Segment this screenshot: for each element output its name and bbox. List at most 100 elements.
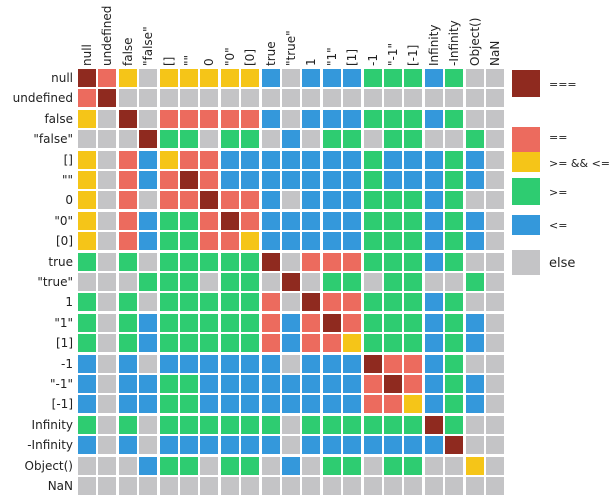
heatmap-cell	[139, 395, 158, 414]
row-label: -Infinity	[27, 438, 73, 453]
heatmap-cell	[322, 477, 341, 495]
heatmap-cell	[139, 334, 158, 353]
heatmap-cell	[302, 415, 321, 434]
heatmap-cell	[424, 211, 443, 230]
heatmap-cell	[180, 191, 198, 210]
column-label: [0]	[243, 49, 258, 66]
heatmap-cell	[78, 313, 96, 332]
row-label: Infinity	[31, 417, 73, 432]
heatmap-cell	[363, 109, 382, 128]
row-label: "true"	[37, 275, 73, 289]
heatmap-cell	[302, 273, 321, 291]
legend-label: ===	[549, 78, 577, 91]
heatmap-cell	[322, 293, 341, 312]
heatmap-cell	[139, 232, 158, 251]
heatmap-cell	[445, 109, 464, 128]
heatmap-cell	[78, 109, 96, 128]
heatmap-cell	[404, 436, 423, 455]
heatmap-cell	[282, 252, 300, 271]
heatmap-cell	[200, 211, 219, 230]
heatmap-cell	[424, 273, 443, 291]
heatmap-cell	[302, 211, 321, 230]
heatmap-cell	[465, 334, 484, 353]
heatmap-cell	[486, 150, 504, 169]
heatmap-cell	[445, 436, 464, 455]
heatmap-cell	[118, 293, 137, 312]
column-label: Object()	[467, 17, 482, 66]
heatmap-cell	[282, 211, 300, 230]
heatmap-cell	[384, 130, 402, 149]
heatmap-cell	[159, 334, 178, 353]
heatmap-cell	[180, 211, 198, 230]
row-label: [0]	[56, 234, 73, 249]
heatmap-cell	[241, 436, 260, 455]
heatmap-cell	[445, 334, 464, 353]
heatmap-cell	[343, 69, 362, 87]
heatmap-cell	[159, 436, 178, 455]
heatmap-cell	[363, 395, 382, 414]
heatmap-cell	[486, 293, 504, 312]
heatmap-cell	[220, 150, 239, 169]
heatmap-cell	[363, 293, 382, 312]
heatmap-cell	[404, 150, 423, 169]
heatmap-cell	[98, 89, 117, 108]
heatmap-cell	[322, 334, 341, 353]
heatmap-cell	[486, 211, 504, 230]
column-label: [-1]	[406, 44, 421, 66]
heatmap-cell	[118, 191, 137, 210]
heatmap-cell	[78, 354, 96, 373]
heatmap-cell	[139, 191, 158, 210]
heatmap-cell	[180, 232, 198, 251]
heatmap-cell	[159, 130, 178, 149]
row-label: false	[44, 111, 73, 126]
heatmap-cell	[282, 415, 300, 434]
heatmap-cell	[139, 313, 158, 332]
heatmap-cell	[322, 109, 341, 128]
heatmap-cell	[384, 415, 402, 434]
row-label: "-1"	[49, 377, 73, 391]
heatmap-cell	[180, 69, 198, 87]
legend-label: else	[549, 256, 576, 271]
row-label: 0	[65, 193, 73, 208]
heatmap-cell	[445, 150, 464, 169]
heatmap-cell	[78, 375, 96, 393]
heatmap-cell	[78, 150, 96, 169]
heatmap-cell	[465, 375, 484, 393]
heatmap-cell	[424, 477, 443, 495]
heatmap-cell	[322, 89, 341, 108]
heatmap-cell	[343, 436, 362, 455]
heatmap-cell	[363, 150, 382, 169]
heatmap-cell	[363, 415, 382, 434]
heatmap-cell	[200, 456, 219, 475]
heatmap-cell	[261, 334, 280, 353]
heatmap-cell	[220, 415, 239, 434]
heatmap-cell	[424, 130, 443, 149]
heatmap-cell	[363, 334, 382, 353]
heatmap-cell	[261, 415, 280, 434]
column-label: -Infinity	[447, 20, 462, 66]
heatmap-cell	[261, 354, 280, 373]
heatmap-cell	[465, 171, 484, 189]
heatmap-cell	[302, 334, 321, 353]
heatmap-cell	[486, 69, 504, 87]
heatmap-cell	[241, 313, 260, 332]
heatmap-cell	[384, 191, 402, 210]
heatmap-cell	[465, 313, 484, 332]
heatmap-cell	[261, 89, 280, 108]
heatmap-cell	[220, 313, 239, 332]
heatmap-cell	[282, 130, 300, 149]
heatmap-cell	[424, 232, 443, 251]
heatmap-cell	[424, 171, 443, 189]
heatmap-cell	[220, 130, 239, 149]
heatmap-cell	[118, 130, 137, 149]
heatmap-cell	[220, 354, 239, 373]
heatmap-cell	[98, 334, 117, 353]
heatmap-cell	[465, 191, 484, 210]
heatmap-cell	[261, 211, 280, 230]
heatmap-cell	[118, 89, 137, 108]
heatmap-cell	[241, 252, 260, 271]
heatmap-cell	[302, 354, 321, 373]
heatmap-cell	[98, 171, 117, 189]
heatmap-cell	[322, 191, 341, 210]
legend-label: ==	[549, 131, 568, 144]
